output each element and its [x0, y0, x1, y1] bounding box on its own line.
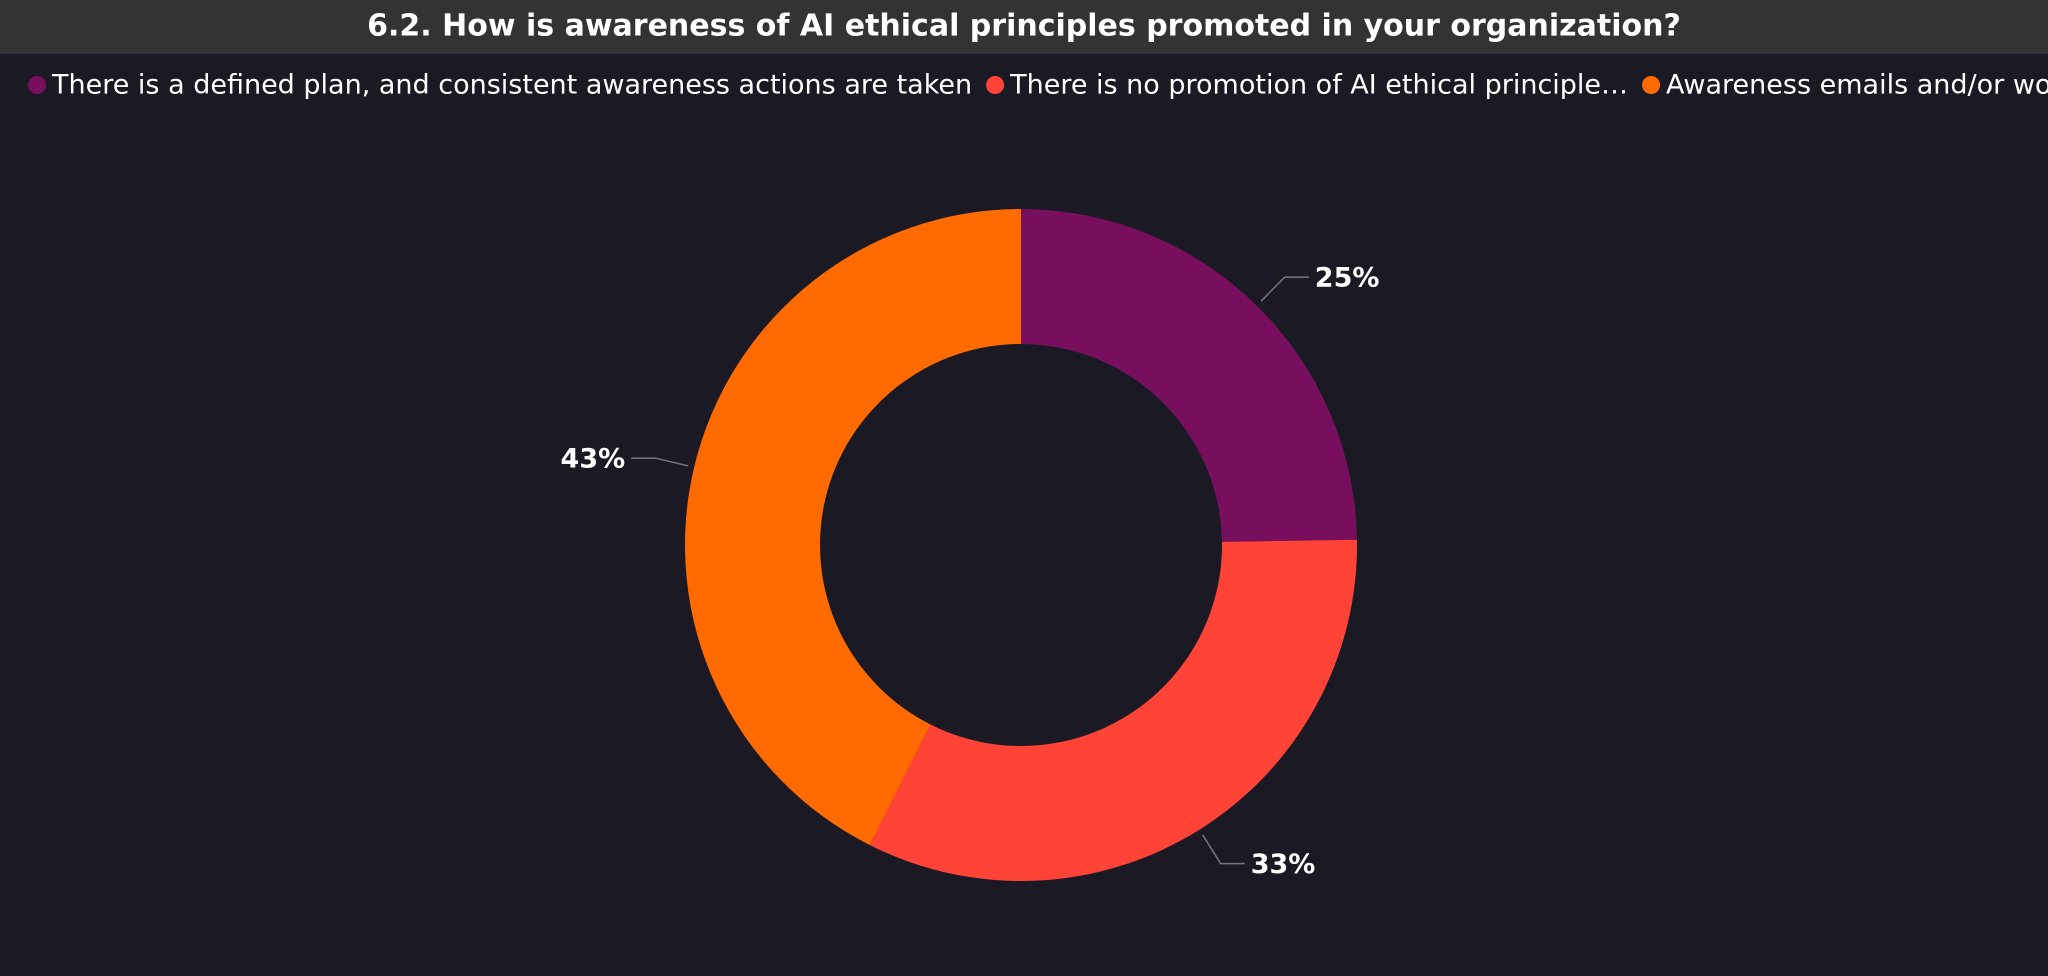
data-label: 43%: [561, 444, 626, 475]
legend: There is a defined plan, and consistent …: [28, 70, 2048, 101]
donut-slice: [685, 209, 1021, 846]
legend-label: There is a defined plan, and consistent …: [51, 70, 972, 101]
legend-label: There is no promotion of AI ethical prin…: [1009, 70, 1628, 101]
legend-marker: [1642, 76, 1661, 94]
donut-slice: [869, 539, 1357, 881]
chart-title: 6.2. How is awareness of AI ethical prin…: [367, 9, 1681, 44]
leader-line: [1260, 276, 1309, 302]
legend-label: Awareness emails and/or works…: [1666, 70, 2048, 101]
legend-marker: [986, 76, 1005, 94]
data-label: 33%: [1251, 849, 1316, 880]
leader-line: [1201, 834, 1245, 865]
title-bar: [0, 0, 2048, 54]
donut-slice: [1021, 209, 1357, 542]
leader-line: [631, 457, 689, 467]
data-label: 25%: [1315, 263, 1380, 294]
legend-marker: [28, 76, 46, 94]
